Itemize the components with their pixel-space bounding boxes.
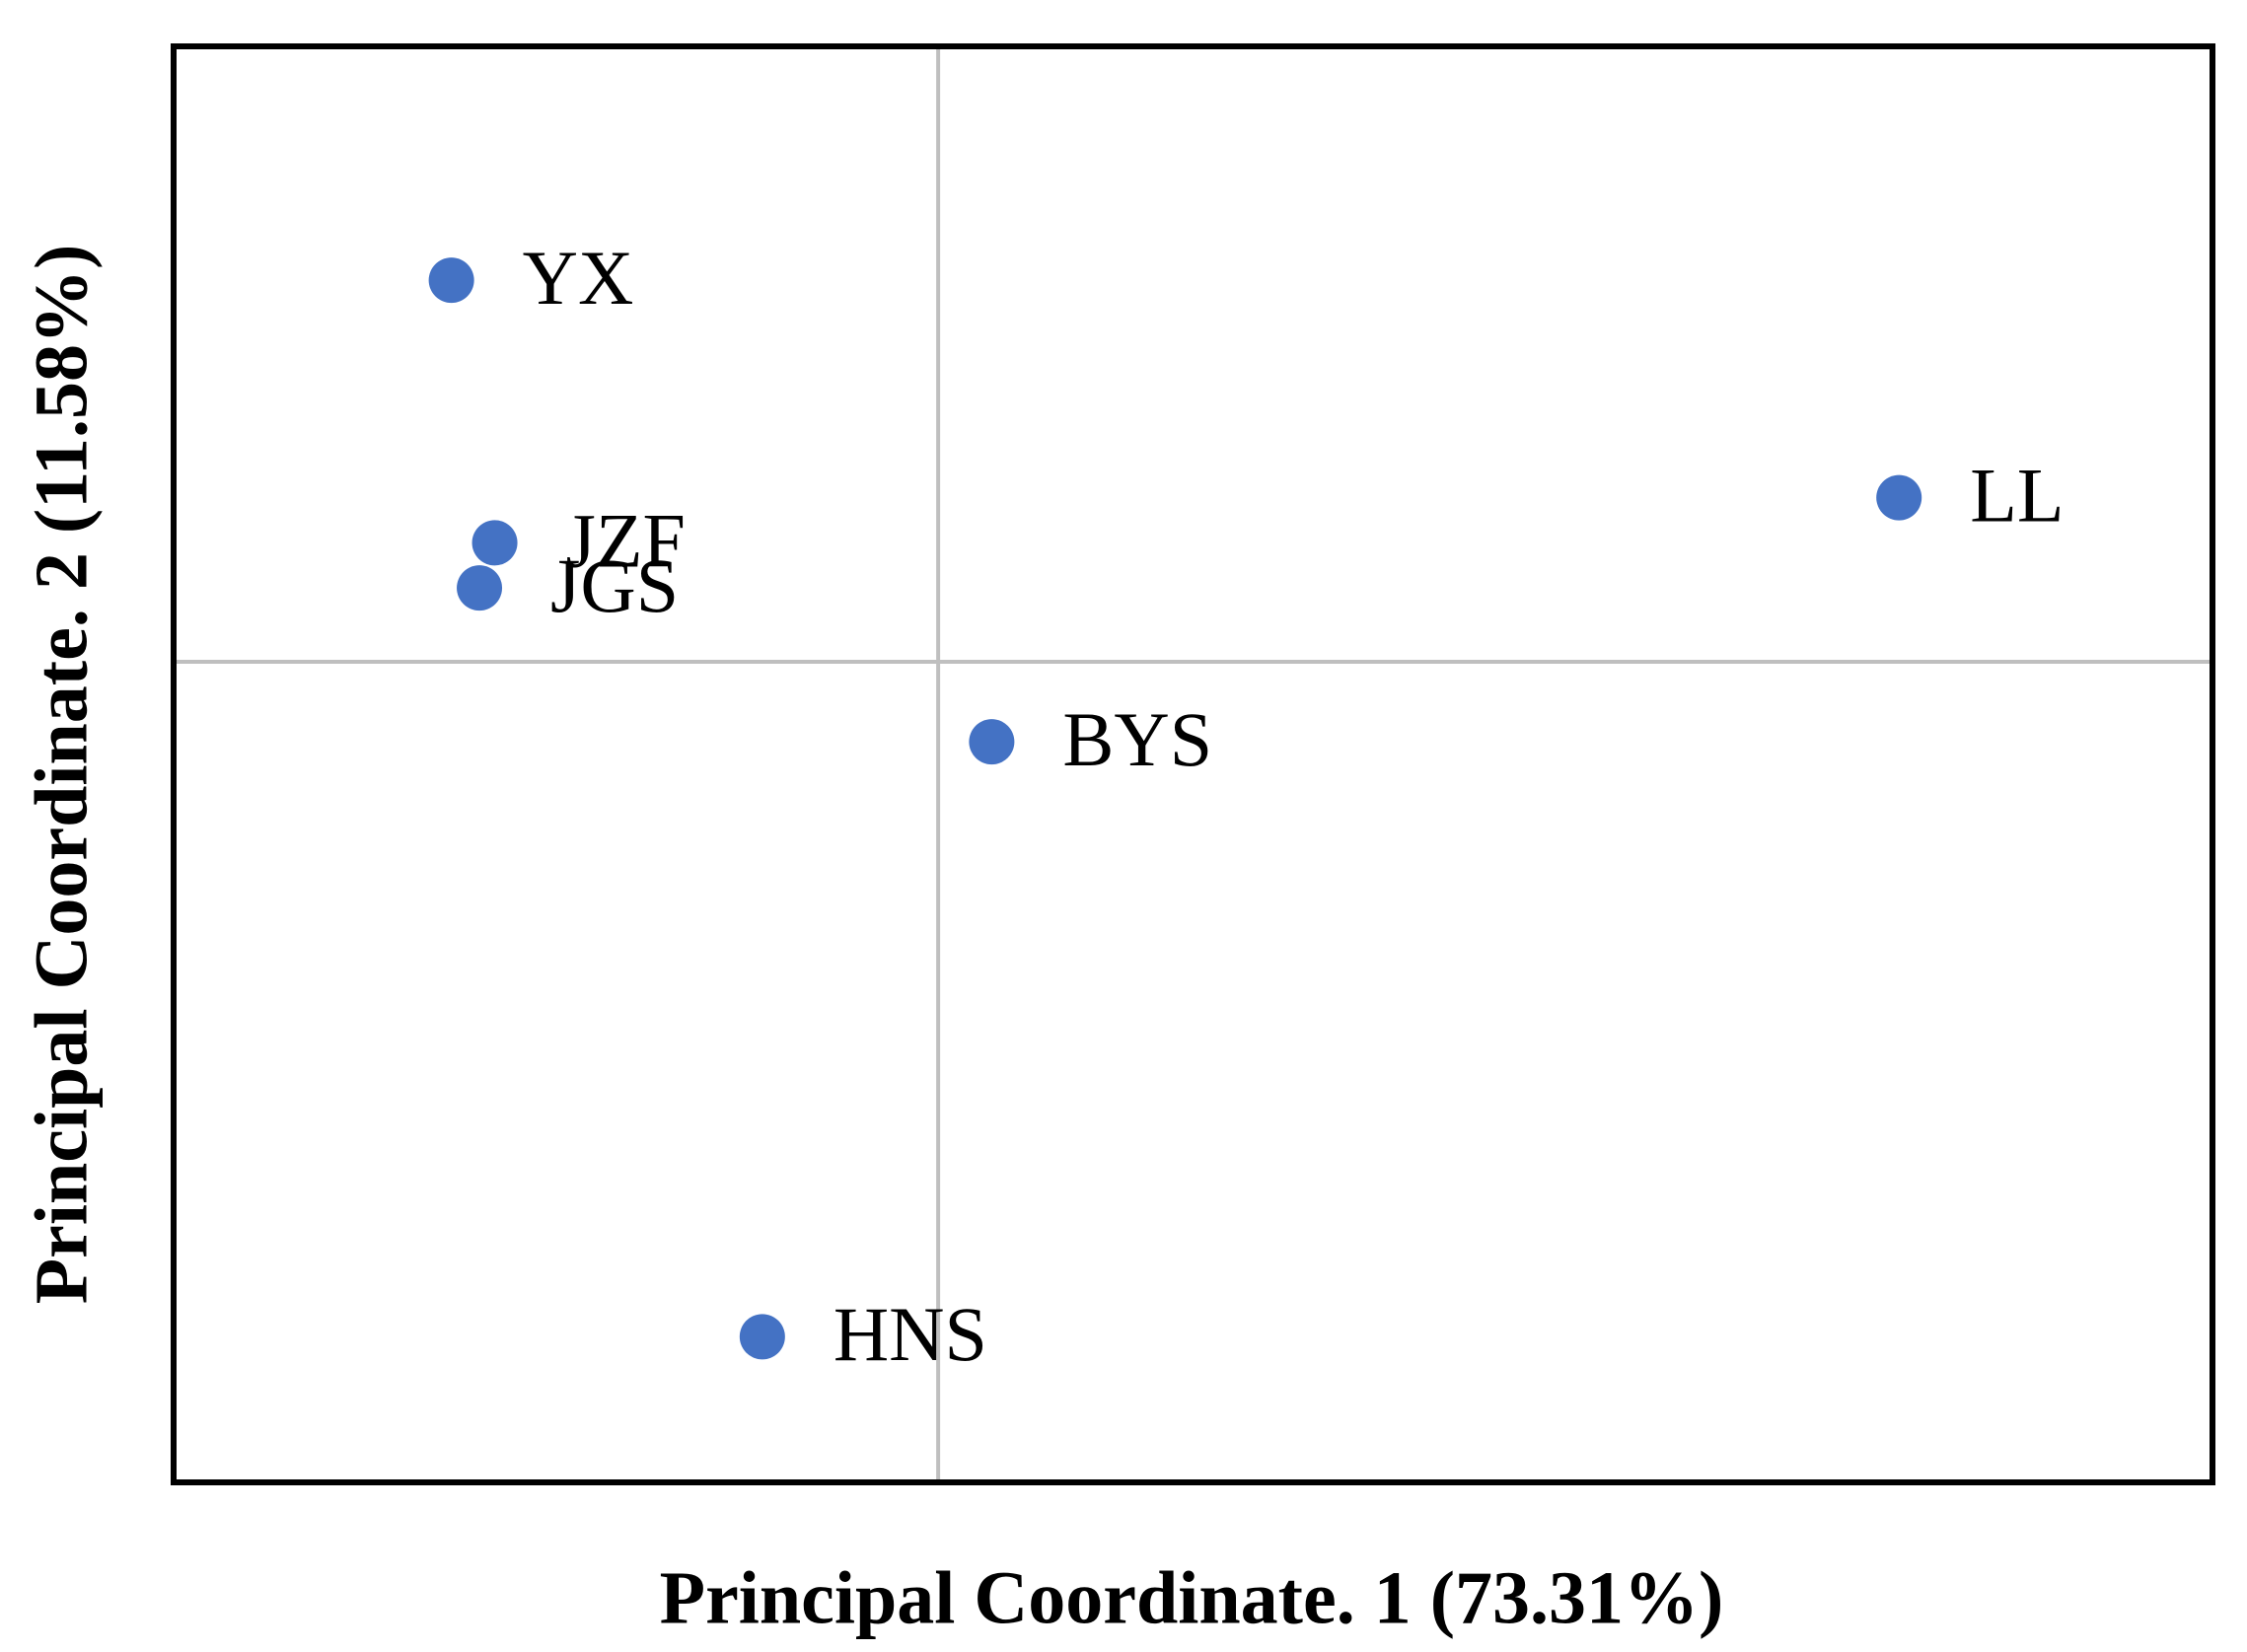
point-label: YX — [523, 235, 634, 321]
point — [471, 520, 518, 566]
point-label: LL — [1970, 453, 2064, 539]
point — [739, 1314, 785, 1360]
x-axis-title: Principal Coordinate. 1 (73.31%) — [660, 1556, 1724, 1639]
plot-frame — [171, 43, 2215, 1485]
point — [969, 719, 1015, 765]
point — [457, 565, 503, 611]
point — [1876, 474, 1922, 521]
point — [428, 257, 474, 304]
y-axis-title: Principal Coordinate. 2 (11.58%) — [20, 245, 103, 1305]
point-label: HNS — [834, 1291, 987, 1377]
point-label: JGS — [550, 542, 679, 628]
point-label: BYS — [1062, 696, 1212, 782]
point-label: JZF — [566, 497, 686, 583]
